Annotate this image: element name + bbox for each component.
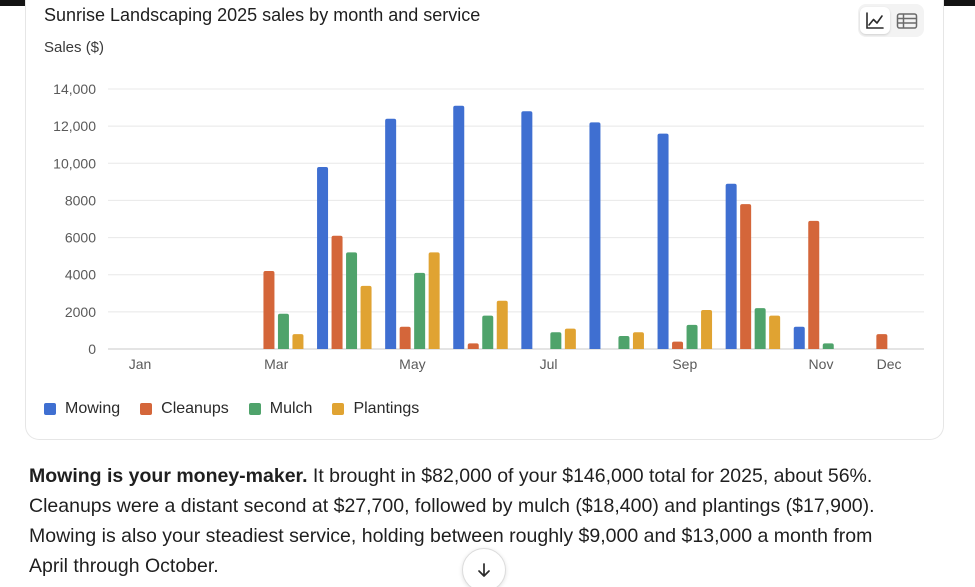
- legend-item-mulch[interactable]: Mulch: [248, 400, 313, 418]
- legend-swatch: [248, 403, 261, 415]
- grid-lines: [108, 88, 924, 350]
- y-axis-title: Sales ($): [44, 39, 105, 56]
- x-tick-label: May: [399, 356, 425, 372]
- x-tick-labels: Jan Mar May Jul Sep Nov Dec: [129, 356, 902, 372]
- chart-view-button[interactable]: [860, 7, 890, 34]
- bar-cleanups-oct[interactable]: [740, 204, 752, 349]
- bar-chart: 0 2000 4000 6000 8000 10,000 12,000 14,000 Jan M…: [53, 81, 924, 372]
- bar-mulch-apr[interactable]: [346, 252, 358, 349]
- chart-title: Sunrise Landscaping 2025 sales by month …: [44, 5, 481, 25]
- bar-mulch-sep[interactable]: [686, 324, 698, 349]
- arrow-down-icon: [478, 563, 490, 577]
- y-tick-label: 0: [88, 341, 96, 357]
- x-tick-label: Mar: [264, 356, 288, 372]
- bar-plantings-jul[interactable]: [564, 328, 576, 349]
- bar-mulch-oct[interactable]: [754, 308, 766, 349]
- bar-mowing-oct[interactable]: [725, 183, 737, 349]
- x-tick-label: Jan: [129, 356, 152, 372]
- scroll-down-button[interactable]: [462, 548, 506, 587]
- legend-label: Plantings: [353, 400, 420, 417]
- table-view-button[interactable]: [892, 7, 922, 34]
- legend-label: Mulch: [269, 400, 313, 417]
- y-tick-label: 6000: [65, 230, 96, 246]
- legend-swatch: [44, 403, 56, 415]
- y-tick-label: 14,000: [53, 81, 96, 97]
- summary-body: It brought in $82,000 of your $146,000 t…: [29, 465, 875, 577]
- summary-text: Mowing is your money-maker. It brought i…: [29, 461, 909, 581]
- bar-plantings-apr[interactable]: [360, 285, 372, 349]
- bar-mulch-may[interactable]: [414, 272, 426, 349]
- bar-cleanups-dec[interactable]: [876, 334, 888, 349]
- bar-mowing-jul[interactable]: [521, 111, 533, 350]
- bar-mowing-apr[interactable]: [317, 167, 329, 349]
- x-tick-label: Jul: [540, 356, 558, 372]
- bar-mulch-jun[interactable]: [482, 315, 494, 349]
- legend-swatch: [332, 403, 345, 415]
- view-toggle: [858, 4, 924, 37]
- legend-swatch: [140, 403, 153, 415]
- y-tick-labels: 0 2000 4000 6000 8000 10,000 12,000 14,000: [53, 81, 96, 357]
- bar-mulch-aug[interactable]: [618, 336, 630, 349]
- bar-cleanups-nov[interactable]: [808, 220, 820, 349]
- chart-card: [25, 0, 944, 440]
- bar-mowing-jun[interactable]: [453, 105, 465, 349]
- bar-cleanups-sep[interactable]: [672, 341, 684, 349]
- bar-plantings-jun[interactable]: [496, 300, 508, 349]
- legend-item-mowing[interactable]: Mowing: [44, 400, 120, 418]
- bar-mulch-nov[interactable]: [822, 343, 834, 349]
- bar-mulch-mar[interactable]: [277, 313, 289, 349]
- y-tick-label: 10,000: [53, 155, 96, 171]
- table-icon: [896, 12, 918, 29]
- bars: [263, 105, 888, 350]
- line-chart-icon: [866, 11, 884, 29]
- legend: Mowing Cleanups Mulch Plantings: [44, 400, 419, 418]
- summary-lead: Mowing is your money-maker.: [29, 465, 308, 487]
- legend-item-plantings[interactable]: Plantings: [332, 400, 419, 418]
- y-tick-label: 8000: [65, 192, 96, 208]
- x-tick-label: Nov: [809, 356, 834, 372]
- bar-plantings-mar[interactable]: [292, 334, 304, 349]
- y-tick-label: 12,000: [53, 118, 96, 134]
- y-tick-label: 2000: [65, 304, 96, 320]
- bar-plantings-oct[interactable]: [769, 315, 781, 349]
- bar-cleanups-may[interactable]: [399, 326, 411, 349]
- bar-mowing-nov[interactable]: [793, 326, 805, 349]
- bar-mulch-jul[interactable]: [550, 332, 562, 349]
- bar-mowing-aug[interactable]: [589, 122, 601, 349]
- x-tick-label: Sep: [672, 356, 697, 372]
- bar-plantings-may[interactable]: [428, 252, 440, 349]
- bar-cleanups-apr[interactable]: [331, 235, 343, 349]
- legend-label: Cleanups: [161, 400, 229, 417]
- bar-mowing-may[interactable]: [385, 118, 397, 349]
- y-tick-label: 4000: [65, 267, 96, 283]
- bar-plantings-aug[interactable]: [632, 332, 644, 349]
- legend-item-cleanups[interactable]: Cleanups: [140, 400, 229, 418]
- bar-cleanups-mar[interactable]: [263, 271, 275, 349]
- bar-cleanups-jun[interactable]: [467, 343, 479, 349]
- legend-label: Mowing: [65, 400, 121, 417]
- bar-mowing-sep[interactable]: [657, 133, 669, 349]
- bar-plantings-sep[interactable]: [701, 310, 713, 349]
- x-tick-label: Dec: [877, 356, 902, 372]
